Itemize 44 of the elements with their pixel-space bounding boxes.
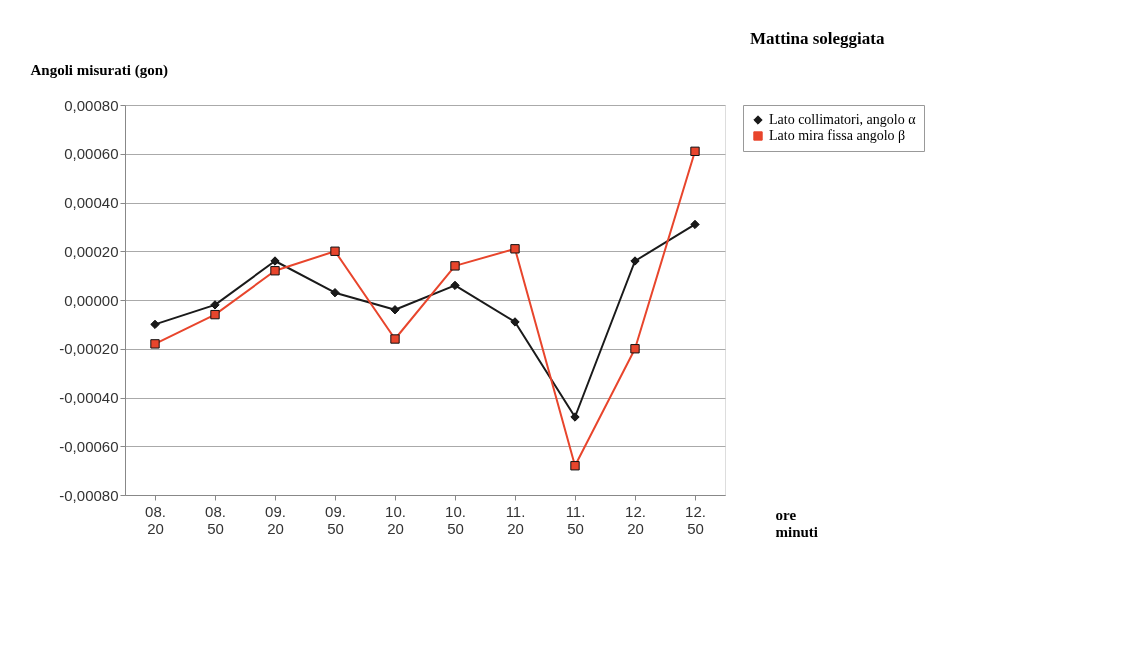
- point: [510, 317, 520, 327]
- x-tick-label: 11.20: [505, 502, 526, 537]
- x-tick-label: 12.20: [625, 502, 646, 537]
- point: [570, 412, 580, 422]
- y-axis-title: Angoli misurati (gon): [30, 61, 169, 79]
- y-tick-label: -0,00080: [59, 486, 119, 504]
- x-tick-label: 11.50: [565, 502, 586, 537]
- point: [150, 339, 160, 349]
- x-tick-label: 09.20: [265, 502, 286, 537]
- x-tick-label: 08.50: [205, 502, 226, 537]
- y-tick-label: -0,00020: [59, 340, 119, 358]
- point: [630, 344, 640, 354]
- point: [270, 256, 280, 266]
- y-tick-label: 0,00000: [64, 291, 119, 309]
- point: [450, 261, 460, 271]
- point: [690, 219, 700, 230]
- point: [330, 288, 340, 298]
- x-axis-title: ore minuti: [775, 506, 819, 540]
- y-tick-label: -0,00040: [59, 389, 119, 406]
- y-tick-label: 0,00080: [64, 96, 119, 114]
- x-tick-label: 09.50: [325, 502, 346, 537]
- point: [210, 300, 220, 310]
- point: [450, 280, 460, 291]
- x-tick-label: 12.50: [685, 502, 706, 537]
- y-tick-label: 0,00040: [64, 194, 119, 211]
- point: [390, 305, 400, 315]
- y-tick-label: 0,00020: [64, 242, 119, 260]
- point: [270, 266, 280, 276]
- x-tick-label: 08.20: [145, 502, 166, 537]
- y-tick-label: 0,00060: [64, 145, 119, 163]
- point: [510, 244, 520, 254]
- point: [570, 461, 580, 471]
- point: [150, 319, 160, 330]
- point: [210, 309, 220, 320]
- point: [330, 246, 340, 256]
- point: [690, 146, 700, 156]
- y-tick-label: -0,00060: [59, 437, 119, 455]
- x-tick-label: 10.50: [445, 502, 466, 537]
- legend-label: Lato collimatori, angolo α: [769, 112, 917, 127]
- x-tick-label: 10.20: [385, 502, 406, 537]
- point: [630, 256, 640, 266]
- legend-label: Lato mira fissa angolo β: [769, 128, 906, 143]
- text: Mattina soleggiata: [749, 29, 885, 48]
- point: [390, 334, 400, 344]
